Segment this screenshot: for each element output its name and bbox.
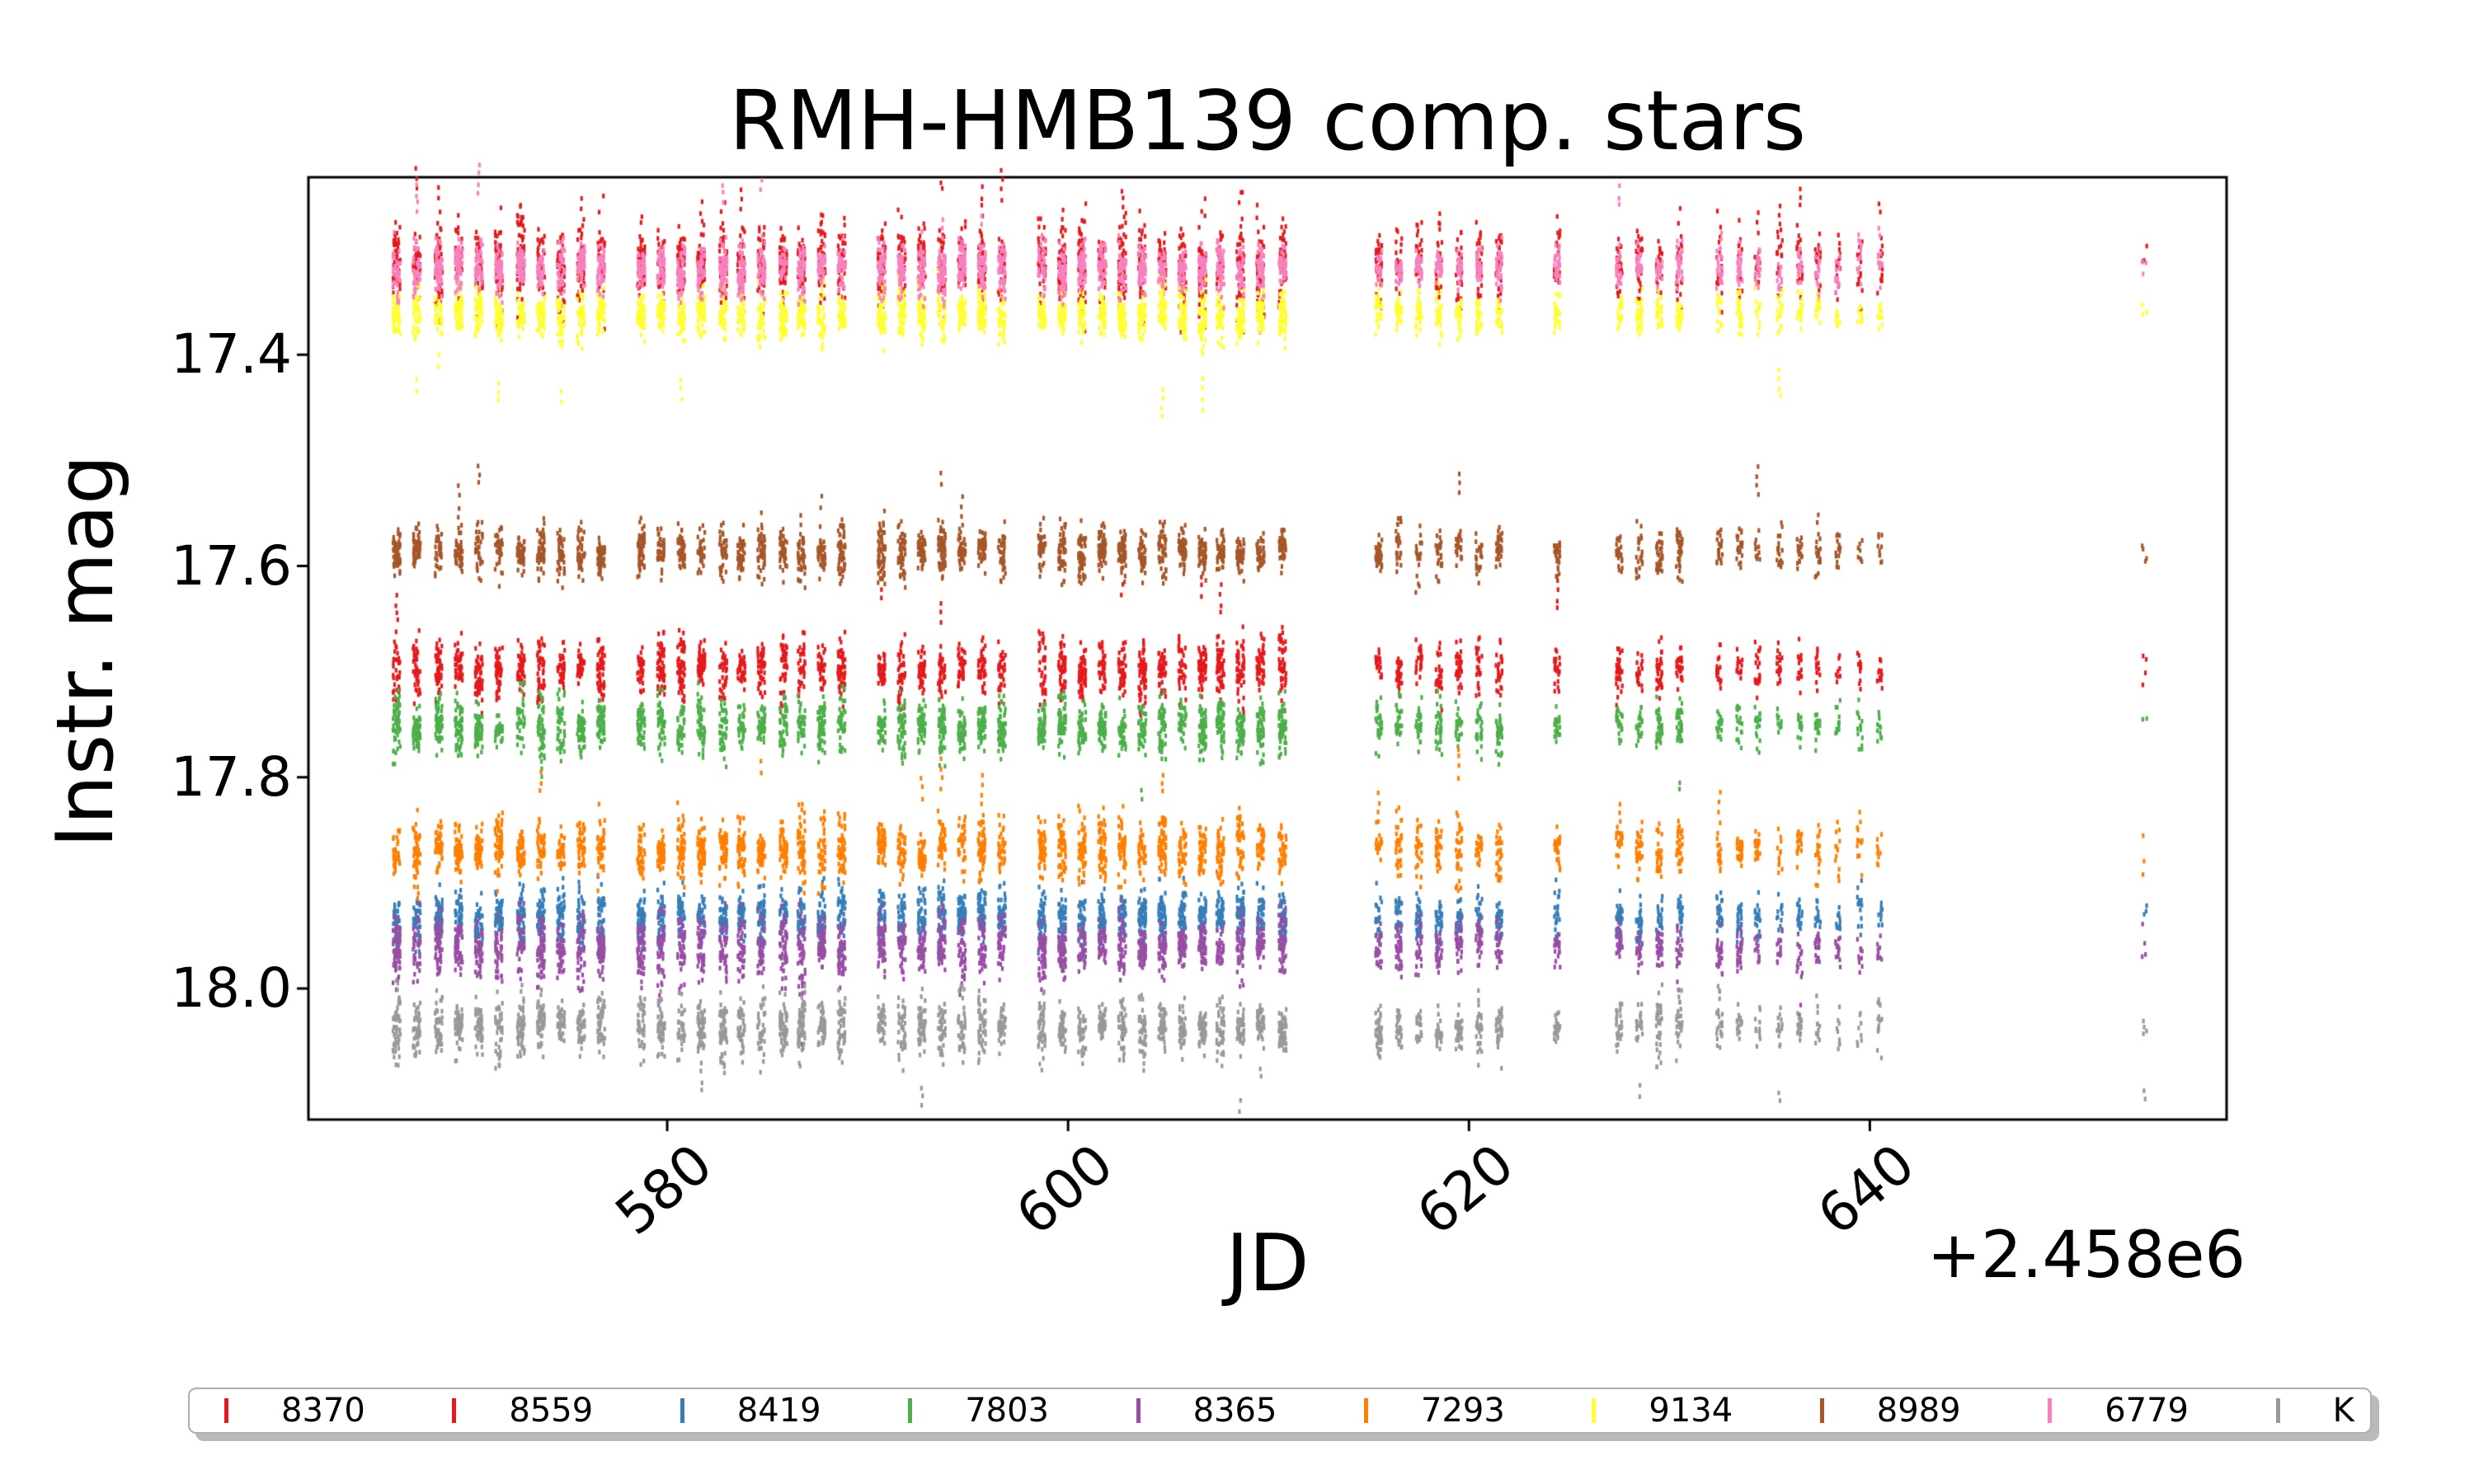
legend-marker-6779 [2048, 1398, 2053, 1423]
legend-marker-7803 [908, 1398, 913, 1423]
legend-marker-7293 [1364, 1398, 1368, 1423]
legend-label-7293: 7293 [1421, 1392, 1505, 1430]
legend-label-8559: 8559 [509, 1392, 594, 1430]
legend-label-9134: 9134 [1649, 1392, 1733, 1430]
y-tick-label: 17.4 [171, 322, 292, 387]
legend-label-6779: 6779 [2105, 1392, 2189, 1430]
legend: 8370 8559 8419 7803 8365 7293 9134 8989 6779 K [188, 1388, 2372, 1434]
legend-label-8419: 8419 [736, 1392, 821, 1430]
legend-marker-8365 [1136, 1398, 1141, 1423]
legend-marker-8419 [680, 1398, 684, 1423]
legend-label-8365: 8365 [1192, 1392, 1277, 1430]
plot-title: RMH-HMB139 comp. stars [728, 73, 1807, 169]
y-tick-label: 17.6 [171, 533, 292, 598]
legend-label-K: K [2332, 1392, 2354, 1430]
legend-label-8370: 8370 [281, 1392, 365, 1430]
legend-marker-8989 [1819, 1398, 1824, 1423]
x-axis-offset-text: +2.458e6 [1926, 1219, 2246, 1293]
legend-label-7803: 7803 [965, 1392, 1049, 1430]
legend-label-8989: 8989 [1876, 1392, 1961, 1430]
legend-marker-8370 [224, 1398, 228, 1423]
x-axis-label: JD [1225, 1219, 1310, 1309]
y-tick-label: 18.0 [171, 956, 292, 1021]
legend-marker-K [2275, 1398, 2280, 1423]
legend-marker-8559 [452, 1398, 457, 1423]
y-tick-label: 17.8 [171, 744, 292, 809]
legend-marker-9134 [1592, 1398, 1597, 1423]
